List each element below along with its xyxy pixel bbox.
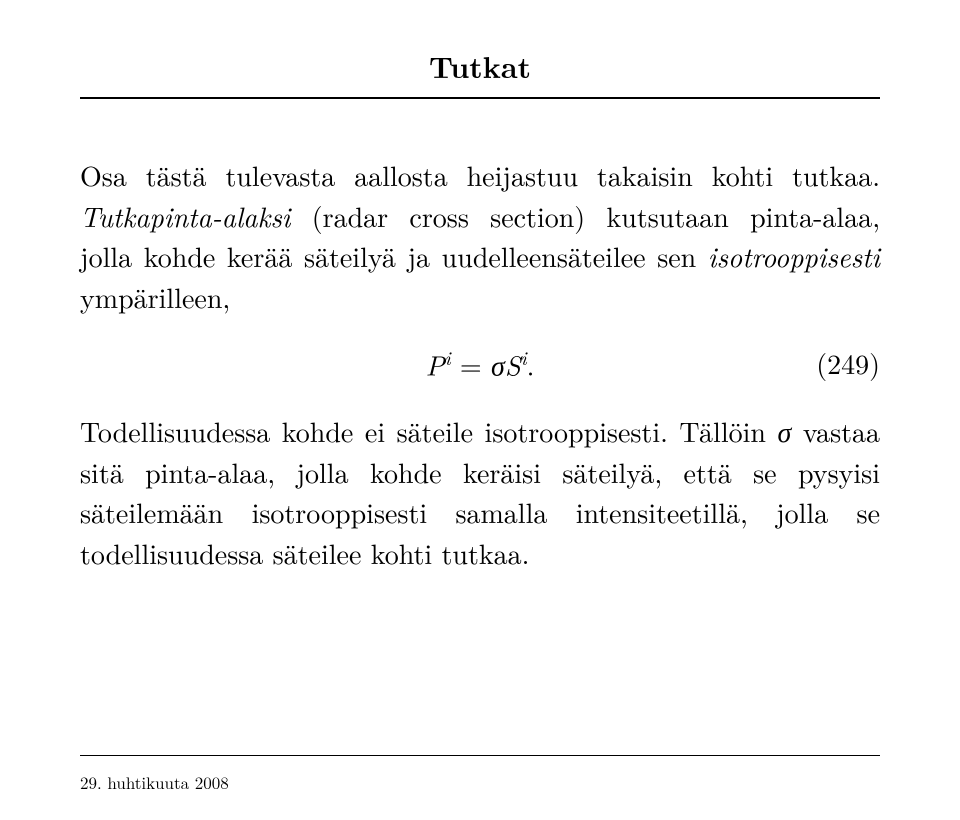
p2-text-a: Todellisuudessa kohde ei säteile isotroo…: [80, 411, 778, 451]
paragraph-1: Osa tästä tulevasta aallosta heijastuu t…: [80, 155, 880, 317]
eq-sigma: σ: [491, 345, 505, 385]
eq-equals: =: [451, 345, 491, 385]
p1-text-e: ympärilleen,: [80, 277, 230, 317]
header-rule: [80, 97, 880, 99]
footer-date: 29. huhtikuuta 2008: [80, 770, 229, 794]
footer-rule: [80, 755, 880, 756]
p1-text-a: Osa tästä tulevasta aallosta heijastuu t…: [80, 155, 880, 195]
equation-number: (249): [816, 343, 880, 384]
p2-sigma: σ: [778, 411, 792, 451]
equation-249: Pi = σSi. (249): [80, 343, 880, 385]
eq-dot: .: [527, 345, 535, 385]
term-isotrooppisesti: isotrooppisesti: [708, 236, 880, 276]
eq-rhs-var: S: [505, 345, 521, 385]
page-title: Tutkat: [80, 44, 880, 87]
eq-lhs-var: P: [426, 345, 445, 385]
term-tutkapinta-alaksi: Tutkapinta-alaksi: [80, 196, 290, 236]
body-text: Osa tästä tulevasta aallosta heijastuu t…: [80, 155, 880, 574]
paragraph-2: Todellisuudessa kohde ei säteile isotroo…: [80, 411, 880, 573]
